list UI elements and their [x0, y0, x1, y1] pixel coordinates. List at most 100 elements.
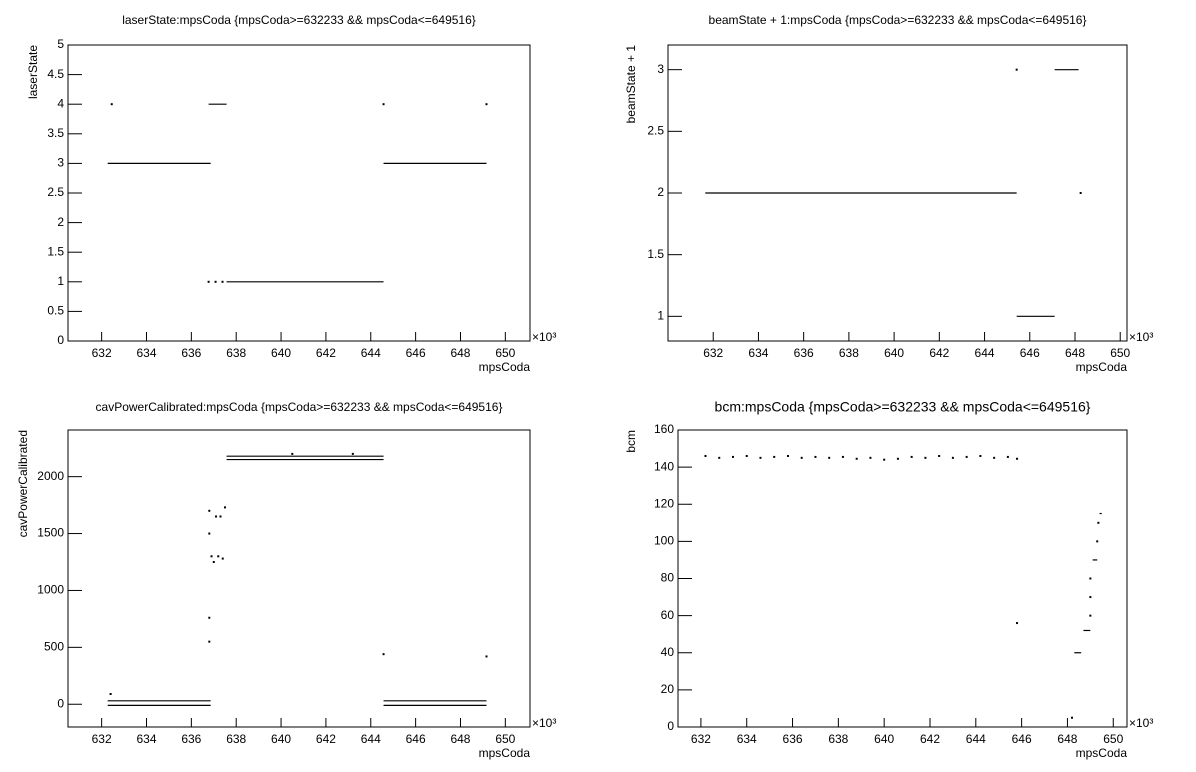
y-axis-label: cavPowerCalibrated [16, 430, 30, 537]
data-point [223, 506, 226, 509]
data-point [215, 515, 218, 518]
data-point [731, 455, 734, 458]
x-tick-label: 636 [181, 732, 201, 746]
y-tick-label: 100 [654, 534, 674, 548]
data-point [208, 532, 211, 535]
x-tick-label: 642 [316, 732, 336, 746]
data-point [1071, 716, 1074, 719]
y-tick-label: 1 [657, 309, 664, 323]
x-tick-label: 644 [966, 732, 986, 746]
y-tick-label: 5 [57, 37, 64, 51]
x-tick-label: 636 [783, 732, 803, 746]
y-tick-label: 2.5 [647, 124, 664, 138]
data-point [773, 455, 776, 458]
y-tick-label: 2 [657, 185, 664, 199]
y-tick-label: 40 [661, 645, 675, 659]
chart-title: cavPowerCalibrated:mpsCoda {mpsCoda>=632… [96, 400, 503, 414]
x-tick-label: 646 [406, 732, 426, 746]
data-point [1097, 521, 1100, 524]
x-tick-label: 638 [839, 346, 859, 360]
x-axis-label: mpsCoda [1076, 746, 1128, 760]
x-tick-label: 640 [271, 346, 291, 360]
y-tick-label: 1000 [37, 583, 64, 597]
data-point [382, 653, 385, 656]
y-tick-label: 0 [57, 696, 64, 710]
y-tick-label: 80 [661, 571, 675, 585]
data-point [951, 456, 954, 459]
data-point [828, 456, 831, 459]
data-point [212, 561, 215, 563]
y-tick-label: 500 [44, 640, 64, 654]
x-tick-label: 636 [181, 346, 201, 360]
data-point [1089, 577, 1092, 580]
x-tick-label: 632 [92, 346, 112, 360]
y-tick-label: 3 [657, 62, 664, 76]
data-point [910, 455, 913, 458]
data-point [208, 616, 211, 619]
data-point [800, 456, 803, 459]
y-tick-label: 20 [661, 682, 675, 696]
x-tick-label: 642 [929, 346, 949, 360]
y-tick-label: 60 [661, 608, 675, 622]
data-point [351, 452, 354, 455]
data-point [208, 509, 211, 512]
y-axis-label: laserState [26, 45, 40, 99]
x-tick-label: 648 [450, 732, 470, 746]
data-point [485, 655, 488, 658]
y-axis-label: bcm [624, 430, 638, 453]
x-tick-label: 632 [691, 732, 711, 746]
data-point [214, 280, 217, 283]
data-point [841, 455, 844, 458]
data-point [221, 280, 224, 283]
x-tick-label: 634 [136, 732, 156, 746]
data-point [786, 454, 789, 457]
x-tick-label: 634 [136, 346, 156, 360]
x-tick-label: 636 [794, 346, 814, 360]
y-tick-label: 2000 [37, 469, 64, 483]
x-tick-label: 648 [450, 346, 470, 360]
y-tick-label: 1 [57, 274, 64, 288]
x-tick-label: 632 [703, 346, 723, 360]
x-exponent: ×10³ [1129, 716, 1153, 730]
data-point [1006, 455, 1009, 458]
data-point [219, 515, 222, 518]
y-tick-label: 0 [667, 719, 674, 733]
data-point [1016, 457, 1019, 460]
x-tick-label: 650 [1103, 732, 1123, 746]
data-point [1089, 614, 1092, 617]
x-tick-label: 644 [361, 732, 381, 746]
data-point [745, 454, 748, 457]
data-point [1079, 192, 1082, 194]
y-tick-label: 2 [57, 215, 64, 229]
y-axis-label: beamState + 1 [624, 45, 638, 124]
data-point [382, 103, 385, 106]
x-tick-label: 644 [975, 346, 995, 360]
x-tick-label: 638 [828, 732, 848, 746]
data-point [759, 456, 762, 459]
x-tick-label: 646 [1012, 732, 1032, 746]
chart-title: bcm:mpsCoda {mpsCoda>=632233 && mpsCoda<… [715, 399, 1091, 415]
data-point [109, 693, 112, 695]
x-tick-label: 638 [226, 732, 246, 746]
y-tick-label: 2.5 [47, 185, 64, 199]
data-point [704, 454, 707, 457]
data-point [1015, 68, 1018, 71]
chart-title: laserState:mpsCoda {mpsCoda>=632233 && m… [122, 13, 476, 27]
data-point [814, 455, 817, 458]
x-tick-label: 646 [1020, 346, 1040, 360]
x-tick-label: 646 [406, 346, 426, 360]
data-point [1089, 596, 1092, 599]
x-axis-label: mpsCoda [479, 360, 531, 374]
x-exponent: ×10³ [1129, 330, 1153, 344]
x-tick-label: 650 [495, 732, 515, 746]
data-point [1016, 622, 1019, 625]
x-tick-label: 638 [226, 346, 246, 360]
data-point [896, 457, 899, 460]
data-point [207, 280, 210, 283]
y-tick-label: 1.5 [47, 244, 64, 258]
y-tick-label: 0.5 [47, 304, 64, 318]
y-tick-label: 4 [57, 96, 64, 110]
data-point [938, 454, 941, 457]
y-tick-label: 120 [654, 496, 674, 510]
